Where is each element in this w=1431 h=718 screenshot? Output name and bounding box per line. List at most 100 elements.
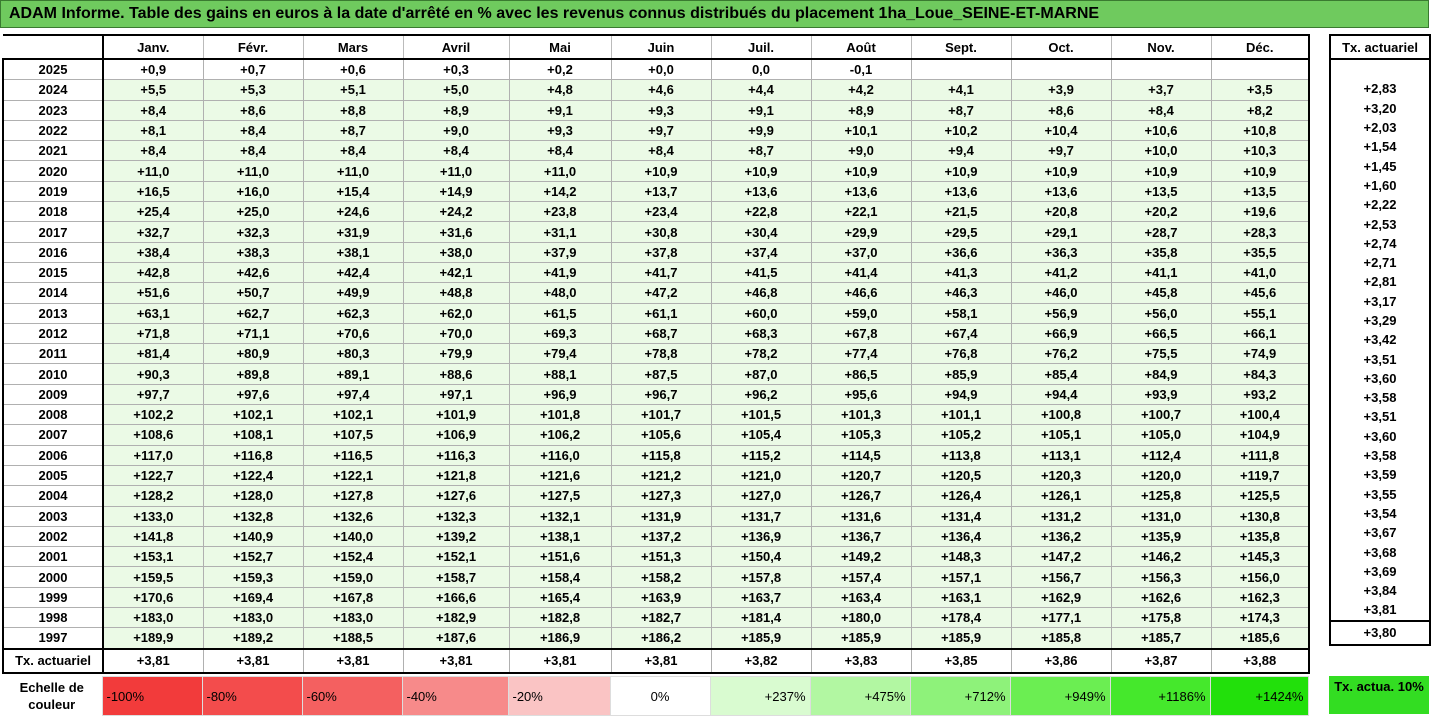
gain-cell: +19,6 [1210, 201, 1310, 223]
gain-cell: +130,8 [1210, 505, 1310, 527]
gain-cell: +151,3 [610, 546, 712, 568]
gain-cell: +167,8 [302, 586, 404, 609]
actuarial-rate-cell: +2,81 [1329, 272, 1431, 292]
gain-cell: +69,3 [508, 322, 612, 345]
gain-cell: +31,6 [402, 221, 510, 243]
gain-cell: +93,9 [1110, 383, 1212, 406]
gain-cell: +9,1 [710, 99, 812, 121]
gain-cell: +14,2 [508, 180, 612, 203]
gain-cell: +0,0 [610, 58, 712, 81]
gain-cell: +11,0 [102, 160, 204, 182]
gain-cell: +182,7 [610, 607, 712, 629]
gain-cell: +116,3 [402, 444, 510, 466]
table-row: 2024 +5,5 +5,3 +5,1 +5,0 +4,8 +4,6 +4,4 +4,2 +4,1… [2, 79, 1310, 101]
gain-cell: +38,0 [402, 241, 510, 263]
total-row: Tx. actuariel +3,81 +3,81 +3,81 +3,81 +3,81 +3… [2, 648, 1310, 674]
gain-cell: +102,2 [102, 404, 204, 426]
gain-cell: +41,2 [1010, 261, 1112, 284]
actuarial-rate-cell: +1,45 [1329, 156, 1431, 176]
gain-cell: +96,2 [710, 383, 812, 406]
gain-cell: +41,7 [610, 261, 712, 284]
gain-cell: +140,0 [302, 525, 404, 548]
gain-cell: +132,6 [302, 505, 404, 527]
gain-cell: +8,1 [102, 119, 204, 142]
gain-cell: +35,8 [1110, 241, 1212, 263]
gain-cell: +29,5 [910, 221, 1012, 243]
table-row: 2017 +32,7 +32,3 +31,9 +31,6 +31,1 +30,8 +30,4 +… [2, 221, 1310, 243]
total-rate-cell: +3,81 [610, 648, 712, 674]
total-rate-cell: +3,81 [508, 648, 612, 674]
table-row: 2018 +25,4 +25,0 +24,6 +24,2 +23,8 +23,4 +22,8 +… [2, 201, 1310, 223]
gain-cell: +62,7 [202, 302, 304, 324]
gain-cell: +189,2 [202, 627, 304, 650]
gain-cell: +185,9 [810, 627, 912, 650]
gain-cell: +105,2 [910, 424, 1012, 446]
gain-cell: +96,9 [508, 383, 612, 406]
gain-cell: +13,7 [610, 180, 712, 203]
gain-cell: +9,3 [610, 99, 712, 121]
table-row: 2000 +159,5 +159,3 +159,0 +158,7 +158,4 +158,2… [2, 566, 1310, 588]
gain-cell: +162,9 [1010, 586, 1112, 609]
table-row: 2005 +122,7 +122,4 +122,1 +121,8 +121,6 +121,2… [2, 464, 1310, 487]
gain-cell: +185,9 [710, 627, 812, 650]
gain-cell: +114,5 [810, 444, 912, 466]
gain-cell: +41,3 [910, 261, 1012, 284]
gain-cell: +131,0 [1110, 505, 1212, 527]
gain-cell: +4,4 [710, 79, 812, 101]
gain-cell: +131,9 [610, 505, 712, 527]
gain-cell: +120,0 [1110, 464, 1212, 487]
gain-cell: +49,9 [302, 282, 404, 304]
gain-cell: +94,4 [1010, 383, 1112, 406]
gain-cell: +10,9 [1010, 160, 1112, 182]
gain-cell: +13,6 [810, 180, 912, 203]
year-cell: 2007 [2, 424, 104, 446]
actuarial-rate-cell: +2,71 [1329, 252, 1431, 273]
gain-cell: +58,1 [910, 302, 1012, 324]
gain-cell: +121,8 [402, 464, 510, 487]
actuarial-rate-cell: +3,60 [1329, 426, 1431, 446]
gain-cell: +115,8 [610, 444, 712, 466]
gain-cell: +78,8 [610, 343, 712, 365]
year-cell: 2004 [2, 485, 104, 507]
actuarial-rate-cell: +3,55 [1329, 484, 1431, 504]
gain-cell: +138,1 [508, 525, 612, 548]
gain-cell: +165,4 [508, 586, 612, 609]
gain-cell: +127,8 [302, 485, 404, 507]
gain-cell: +97,1 [402, 383, 510, 406]
gain-cell: +101,7 [610, 404, 712, 426]
table-row: 2013 +63,1 +62,7 +62,3 +62,0 +61,5 +61,1 +60,0 +… [2, 302, 1310, 324]
year-cell: 2008 [2, 404, 104, 426]
gain-cell: +126,4 [910, 485, 1012, 507]
table-row: 2007 +108,6 +108,1 +107,5 +106,9 +106,2 +105,6… [2, 424, 1310, 446]
gain-cell: +0,7 [202, 58, 304, 81]
gain-cell: +75,5 [1110, 343, 1212, 365]
actuarial-rate-cell: +2,83 [1329, 79, 1431, 99]
gain-cell: +121,0 [710, 464, 812, 487]
gain-cell: +163,7 [710, 586, 812, 609]
actuarial-rate-cell: +3,58 [1329, 445, 1431, 466]
gain-cell: +76,8 [910, 343, 1012, 365]
gain-cell: +8,7 [302, 119, 404, 142]
gain-cell: +13,5 [1110, 180, 1212, 203]
table-row: 2023 +8,4 +8,6 +8,8 +8,9 +9,1 +9,3 +9,1 +8,9 +8,7… [2, 99, 1310, 121]
actuarial-rate-cell: +2,03 [1329, 117, 1431, 138]
gain-cell: +10,9 [710, 160, 812, 182]
gain-cell: +101,5 [710, 404, 812, 426]
gain-cell: +4,1 [910, 79, 1012, 101]
gain-cell [1210, 58, 1310, 81]
gain-cell: +106,9 [402, 424, 510, 446]
color-scale-swatch: +1424% [1209, 676, 1309, 716]
year-cell: 2021 [2, 140, 104, 162]
gain-cell: +41,9 [508, 261, 612, 284]
gain-cell: +5,0 [402, 79, 510, 101]
table-row: 2020 +11,0 +11,0 +11,0 +11,0 +11,0 +10,9 +10,9 +… [2, 160, 1310, 182]
gain-cell: +3,7 [1110, 79, 1212, 101]
gain-cell: +150,4 [710, 546, 812, 568]
total-rate-cell: +3,81 [302, 648, 404, 674]
gain-cell: +29,9 [810, 221, 912, 243]
total-rate-cell: +3,81 [202, 648, 304, 674]
gain-cell: +136,2 [1010, 525, 1112, 548]
table-row: 1999 +170,6 +169,4 +167,8 +166,6 +165,4 +163,9… [2, 586, 1310, 609]
gain-cell: +70,6 [302, 322, 404, 345]
gain-cell: +42,8 [102, 261, 204, 284]
